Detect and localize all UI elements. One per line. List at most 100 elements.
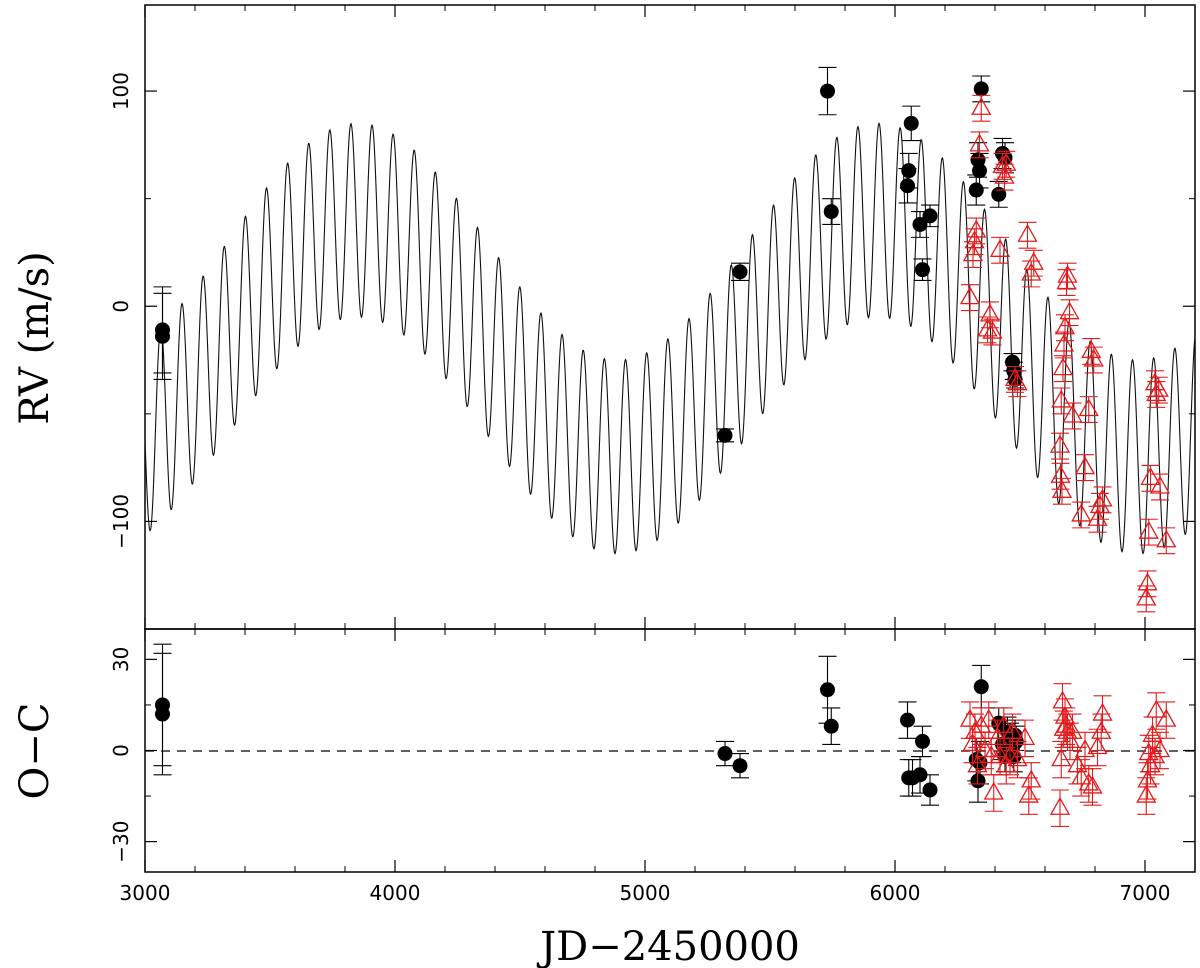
residual-triangle-point — [1091, 720, 1112, 739]
rv-triangle-point — [1059, 301, 1080, 320]
rv-triangle-point — [1148, 378, 1169, 397]
rv-triangle-point — [1057, 264, 1078, 283]
rv-triangle-point — [1052, 357, 1074, 376]
x-tick-label: 5000 — [620, 881, 671, 905]
rv-data-points — [153, 66, 1177, 613]
rv-triangle-point — [1071, 503, 1092, 522]
x-tick-label: 4000 — [370, 881, 421, 905]
x-axis-tick-labels: 3000 4000 5000 6000 7000 — [120, 881, 1171, 905]
residual-triangle-point — [1136, 784, 1157, 803]
residual-y-tick-label: 0 — [109, 744, 133, 757]
rv-triangle-point — [1062, 404, 1083, 423]
rv-circle-point — [912, 216, 928, 232]
rv-triangle-point — [1087, 507, 1108, 526]
residual-circle-point — [820, 682, 835, 698]
rv-triangle-point — [1053, 333, 1075, 352]
residual-panel: −30 0 30 O−C 3000 4000 5000 6000 7000 JD−24500… — [12, 628, 1196, 968]
rv-circle-point — [968, 182, 984, 198]
rv-model-curve-group — [144, 122, 1196, 555]
residual-circle-point — [973, 679, 989, 695]
rv-triangle-point — [1078, 398, 1099, 417]
residual-circle-point — [823, 718, 839, 734]
residual-triangle-point — [1051, 748, 1072, 767]
residual-triangle-point — [1142, 723, 1163, 742]
residual-circle-point — [915, 733, 930, 749]
rv-triangle-point — [971, 96, 992, 115]
residual-triangle-point — [1092, 702, 1113, 721]
residual-circle-point — [912, 767, 928, 783]
residual-triangle-point — [1146, 699, 1167, 718]
rv-triangle-point — [1023, 251, 1044, 270]
residual-axis-ticks: −30 0 30 — [109, 629, 1196, 872]
rv-triangle-point — [969, 133, 990, 152]
rv-triangle-point — [1051, 389, 1072, 408]
residual-data-points — [153, 643, 1177, 827]
rv-triangle-point — [1081, 340, 1102, 359]
rv-y-tick-label: 0 — [109, 300, 133, 313]
residual-triangle-point — [983, 781, 1004, 800]
rv-circle-point — [972, 163, 987, 179]
rv-y-tick-label: −100 — [109, 494, 133, 549]
x-tick-label: 6000 — [870, 881, 921, 905]
residual-triangle-point — [1049, 796, 1071, 815]
rv-circle-point — [900, 178, 915, 194]
rv-circle-point — [901, 163, 917, 179]
rv-axis-ticks: −100 0 100 — [109, 5, 1196, 630]
residual-triangle-point — [1137, 769, 1158, 788]
residual-y-axis-label: O−C — [12, 703, 58, 800]
residual-triangle-point — [978, 708, 999, 727]
rv-triangle-point — [964, 230, 985, 249]
rv-triangle-point — [1156, 529, 1177, 548]
rv-triangle-point — [962, 243, 984, 262]
rv-triangle-point — [1050, 464, 1071, 483]
residual-triangle-point — [1018, 784, 1039, 803]
residual-triangle-point — [1071, 766, 1092, 785]
rv-triangle-point — [1007, 372, 1028, 391]
rv-circle-point — [973, 81, 989, 97]
rv-triangle-point — [966, 219, 987, 238]
rv-circle-point — [155, 328, 170, 344]
rv-model-curve — [144, 122, 1196, 555]
rv-y-axis-label: RV (m/s) — [12, 251, 58, 424]
rv-triangle-point — [1138, 520, 1159, 539]
rv-triangle-point — [1051, 479, 1073, 498]
residual-y-tick-label: 30 — [109, 647, 133, 672]
rv-y-tick-label: 100 — [109, 72, 133, 110]
rv-circle-point — [823, 204, 839, 220]
rv-triangle-point — [979, 303, 1001, 322]
residual-triangle-point — [1078, 772, 1099, 791]
residual-triangle-point — [1149, 739, 1171, 758]
residual-circle-point — [155, 706, 170, 722]
rv-triangle-point — [1092, 488, 1113, 507]
residual-triangle-point — [964, 720, 986, 739]
residual-triangle-point — [1002, 720, 1023, 739]
rv-triangle-point — [1140, 467, 1161, 486]
rv-circle-point — [903, 115, 919, 131]
rv-triangle-point — [1083, 348, 1104, 367]
rv-triangle-point — [1074, 456, 1096, 475]
residual-circle-point — [717, 746, 733, 762]
residual-triangle-point — [1074, 739, 1096, 758]
rv-triangle-point — [994, 165, 1015, 184]
rv-triangle-point — [1017, 223, 1038, 242]
residual-triangle-point — [1087, 736, 1108, 755]
rv-triangle-point — [1049, 434, 1071, 453]
rv-triangle-point — [996, 152, 1017, 171]
rv-triangle-point — [989, 238, 1011, 257]
residual-triangle-point — [1007, 748, 1028, 767]
rv-circle-point — [717, 427, 733, 443]
rv-circle-point — [991, 186, 1007, 202]
residual-circle-point — [922, 782, 938, 798]
residual-panel-frame — [144, 628, 1196, 873]
residual-triangle-point — [1062, 720, 1083, 739]
residual-circle-point — [732, 758, 748, 774]
residual-triangle-point — [1156, 708, 1177, 727]
rv-circle-point — [820, 83, 835, 99]
rv-panel-frame — [144, 4, 1196, 630]
x-tick-label: 7000 — [1120, 881, 1171, 905]
residual-triangle-point — [1021, 769, 1042, 788]
x-axis-label: JD−2450000 — [536, 924, 800, 968]
rv-triangle-point — [1137, 572, 1158, 591]
rv-circle-point — [922, 208, 938, 224]
